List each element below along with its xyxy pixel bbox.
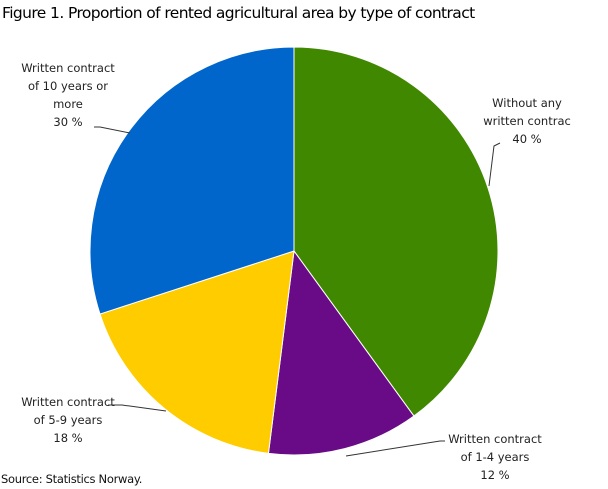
pie-slice [99,250,295,454]
source-note: Source: Statistics Norway. [1,472,143,486]
slice-value-label: 40 % [512,132,541,146]
pie-slice [89,46,295,315]
slice-label: Written contract [21,61,115,75]
leader-line [345,440,445,457]
slice-value-label: 18 % [53,431,82,445]
slice-label: Written contract [448,432,542,446]
slice-value-label: 12 % [480,468,509,482]
slice-label: more [53,97,83,111]
slice-label: of 10 years or [28,79,108,93]
leader-line [94,126,131,134]
slice-label: Without any [492,96,562,110]
chart-title: Figure 1. Proportion of rented agricultu… [2,4,475,22]
slice-label: of 1-4 years [461,450,530,464]
slice-label: of 5-9 years [34,413,103,427]
slice-label: written contrac [483,114,571,128]
pie-slice [267,249,415,456]
pie-slice [293,46,499,417]
leader-line [488,142,501,187]
slice-value-label: 30 % [53,115,82,129]
leader-line [108,404,167,412]
slice-label: Written contract [21,395,115,409]
